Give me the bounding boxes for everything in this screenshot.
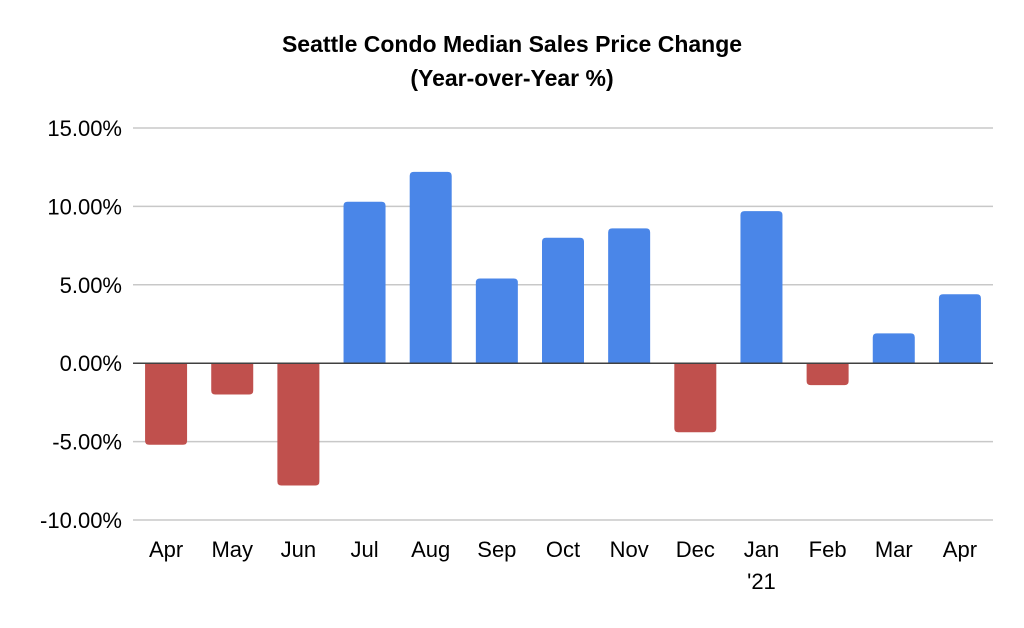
x-tick-label: Jul <box>350 537 378 562</box>
y-tick-label: 5.00% <box>60 273 122 298</box>
bar-jul-3 <box>343 201 386 364</box>
bar-feb-10 <box>806 363 849 386</box>
x-axis-tick-labels: Apr May Jun Jul Aug Sep Oct Nov Dec Jan '21 Feb Mar A… <box>149 537 977 594</box>
y-tick-label: -10.00% <box>40 508 122 533</box>
x-tick-label: Dec <box>676 537 715 562</box>
x-tick-label: Mar <box>875 537 913 562</box>
bar-dec-8 <box>674 363 717 433</box>
y-tick-label: -5.00% <box>52 430 122 455</box>
bar-sep-5 <box>475 278 518 364</box>
bar-apr-12 <box>938 294 981 364</box>
x-tick-label: Aug <box>411 537 450 562</box>
x-tick-label: May <box>211 537 253 562</box>
bar-aug-4 <box>409 171 452 364</box>
x-tick-label: Oct <box>546 537 580 562</box>
x-tick-label: Apr <box>149 537 183 562</box>
bar-oct-6 <box>542 237 584 364</box>
x-tick-label: Sep <box>477 537 516 562</box>
bar-apr-0 <box>145 363 188 445</box>
x-tick-label: Jun <box>281 537 316 562</box>
bar-jan-9 <box>740 211 783 364</box>
x-tick-label: Nov <box>610 537 649 562</box>
chart-subtitle: (Year-over-Year %) <box>410 65 613 91</box>
bars <box>145 171 981 486</box>
y-tick-label: 15.00% <box>47 116 122 141</box>
x-tick-label: Feb <box>809 537 847 562</box>
bar-mar-11 <box>872 333 915 364</box>
y-axis-tick-labels: 15.00% 10.00% 5.00% 0.00% -5.00% -10.00% <box>40 116 122 533</box>
chart-title: Seattle Condo Median Sales Price Change <box>282 31 742 57</box>
x-tick-label: Apr <box>943 537 977 562</box>
x-tick-label: Jan <box>744 537 779 562</box>
y-tick-label: 10.00% <box>47 194 122 219</box>
y-tick-label: 0.00% <box>60 351 122 376</box>
x-tick-sublabel: '21 <box>747 569 776 594</box>
bar-may-1 <box>211 363 254 395</box>
bar-nov-7 <box>608 228 651 364</box>
bar-jun-2 <box>277 363 320 486</box>
